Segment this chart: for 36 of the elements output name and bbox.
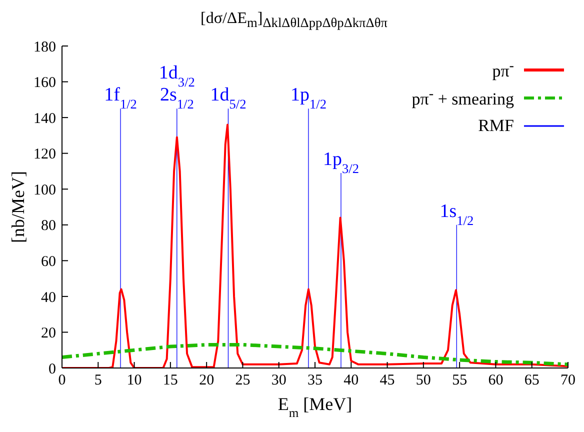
x-tick-label: 0 [58, 372, 66, 389]
x-tick-label: 70 [560, 372, 576, 389]
y-tick-label: 120 [34, 146, 56, 163]
chart-title: [dσ/ΔE$_{m}$]$_{ΔklΔθlΔppΔθpΔkπΔθπ}$ [200, 10, 388, 32]
x-tick-label: 65 [524, 372, 540, 389]
x-tick-label: 5 [94, 372, 102, 389]
annotation: 1d$_{5/2}$ [210, 84, 246, 112]
x-tick-label: 35 [308, 372, 322, 389]
x-tick-label: 20 [199, 372, 214, 389]
legend-label: pπ$^{-}$ [492, 58, 514, 82]
x-tick-label: 60 [488, 372, 504, 389]
y-tick-label: 140 [34, 110, 56, 127]
y-tick-label: 180 [34, 39, 56, 56]
x-tick-label: 55 [452, 372, 468, 389]
x-tick-label: 45 [380, 372, 395, 389]
y-tick-label: 40 [41, 290, 56, 306]
x-tick-label: 40 [344, 372, 359, 389]
y-axis-title: [nb/MeV] [8, 171, 28, 243]
y-tick-label: 80 [41, 218, 56, 234]
x-tick-label: 30 [271, 372, 286, 389]
annotation: 1p$_{1/2}$ [290, 84, 326, 112]
x-tick-label: 50 [416, 372, 431, 389]
x-axis-title: E$_{m}$ [MeV] [278, 394, 352, 420]
y-tick-label: 100 [34, 182, 56, 198]
legend-label: pπ$^{-}$ + smearing [412, 86, 514, 110]
y-tick-label: 160 [34, 75, 56, 92]
annotation: 1f$_{1/2}$ [104, 84, 137, 112]
x-tick-label: 15 [162, 372, 178, 389]
y-tick-label: 0 [48, 361, 56, 378]
y-tick-label: 20 [41, 326, 56, 342]
legend-label: RMF [478, 116, 514, 136]
x-tick-label: 25 [235, 372, 250, 389]
annotation: 1s$_{1/2}$ [440, 200, 474, 228]
annotation: 1p$_{3/2}$ [323, 149, 360, 176]
x-tick-label: 10 [126, 372, 142, 389]
y-tick-label: 60 [41, 254, 56, 270]
